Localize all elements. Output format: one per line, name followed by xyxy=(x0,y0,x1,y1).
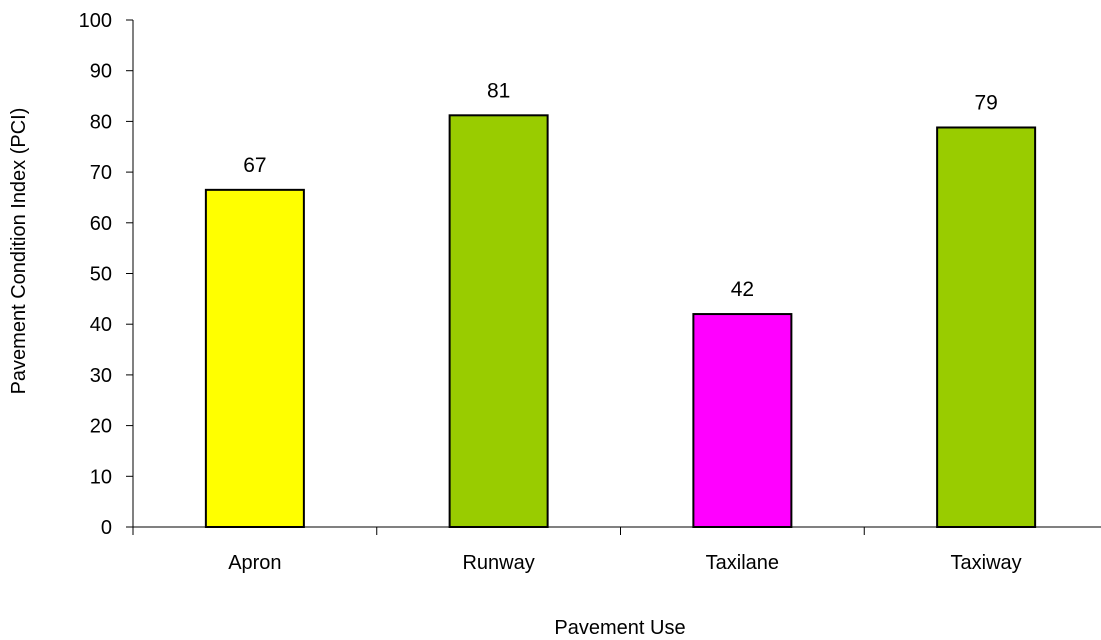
y-tick-label: 10 xyxy=(90,466,112,488)
bar-apron xyxy=(206,190,304,527)
y-tick-label: 40 xyxy=(90,314,112,336)
bar-runway xyxy=(450,115,548,527)
y-tick-label: 0 xyxy=(101,517,112,539)
y-tick-label: 60 xyxy=(90,213,112,235)
y-tick-label: 90 xyxy=(90,61,112,83)
x-axis-title: Pavement Use xyxy=(554,617,685,639)
y-tick-label: 80 xyxy=(90,111,112,133)
bars xyxy=(206,115,1035,527)
x-axis-ticks: Apron Runway Taxilane Taxiway xyxy=(133,527,1022,574)
x-tick-label: Runway xyxy=(462,552,534,574)
y-axis-title: Pavement Condition Index (PCI) xyxy=(8,108,30,395)
bar-taxilane xyxy=(693,314,791,527)
data-label: 67 xyxy=(243,154,266,177)
x-tick-label: Taxilane xyxy=(706,552,779,574)
y-tick-label: 50 xyxy=(90,264,112,286)
data-label: 81 xyxy=(487,79,510,102)
bar-taxiway xyxy=(937,127,1035,527)
data-label: 42 xyxy=(731,278,754,301)
y-tick-label: 20 xyxy=(90,416,112,438)
x-tick-label: Apron xyxy=(228,552,281,574)
y-tick-label: 30 xyxy=(90,365,112,387)
data-label: 79 xyxy=(974,91,997,114)
data-labels: 67 81 42 79 xyxy=(243,79,998,301)
y-tick-label: 70 xyxy=(90,162,112,184)
y-axis-ticks: 0 10 20 30 40 50 60 70 80 90 100 xyxy=(79,10,133,539)
x-tick-label: Taxiway xyxy=(951,552,1022,574)
y-tick-label: 100 xyxy=(79,10,112,32)
